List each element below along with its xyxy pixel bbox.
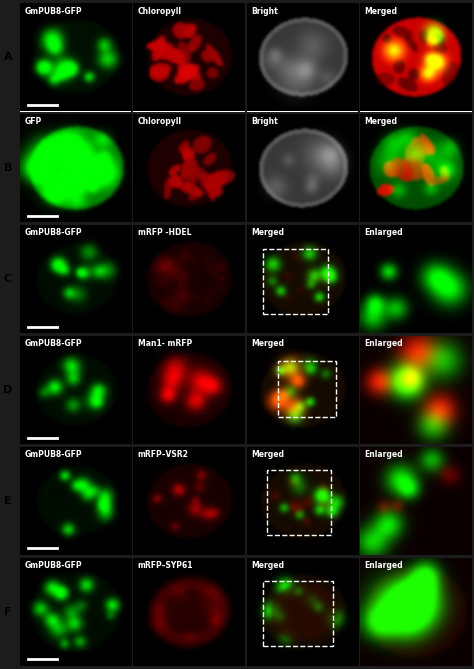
Text: GmPUB8-GFP: GmPUB8-GFP — [24, 561, 82, 570]
Text: GmPUB8-GFP: GmPUB8-GFP — [24, 339, 82, 348]
Text: Merged: Merged — [251, 228, 284, 237]
Bar — [278, 361, 336, 417]
Text: GFP: GFP — [24, 118, 42, 126]
Text: Merged: Merged — [365, 118, 398, 126]
Text: D: D — [3, 385, 13, 395]
Text: Bright: Bright — [251, 7, 278, 15]
Text: Enlarged: Enlarged — [365, 228, 403, 237]
Text: E: E — [4, 496, 12, 506]
Text: A: A — [4, 52, 12, 62]
Text: Merged: Merged — [365, 7, 398, 15]
Text: GmPUB8-GFP: GmPUB8-GFP — [24, 450, 82, 459]
Bar — [264, 581, 333, 646]
Text: Man1- mRFP: Man1- mRFP — [138, 339, 192, 348]
Text: mRFP–VSR2: mRFP–VSR2 — [138, 450, 189, 459]
Text: Enlarged: Enlarged — [365, 450, 403, 459]
Text: Merged: Merged — [251, 450, 284, 459]
Text: B: B — [4, 163, 12, 173]
Bar — [267, 470, 331, 535]
Text: F: F — [4, 607, 12, 617]
Text: Chloropyll: Chloropyll — [138, 7, 182, 15]
Text: Merged: Merged — [251, 561, 284, 570]
Text: mRFP -HDEL: mRFP -HDEL — [138, 228, 191, 237]
Text: Merged: Merged — [251, 339, 284, 348]
Text: Enlarged: Enlarged — [365, 339, 403, 348]
Text: Enlarged: Enlarged — [365, 561, 403, 570]
Text: mRFP–SYP61: mRFP–SYP61 — [138, 561, 193, 570]
Text: Bright: Bright — [251, 118, 278, 126]
Text: GmPUB8-GFP: GmPUB8-GFP — [24, 7, 82, 15]
Text: GmPUB8-GFP: GmPUB8-GFP — [24, 228, 82, 237]
Text: Chloropyll: Chloropyll — [138, 118, 182, 126]
Bar — [264, 249, 328, 314]
Text: C: C — [4, 274, 12, 284]
